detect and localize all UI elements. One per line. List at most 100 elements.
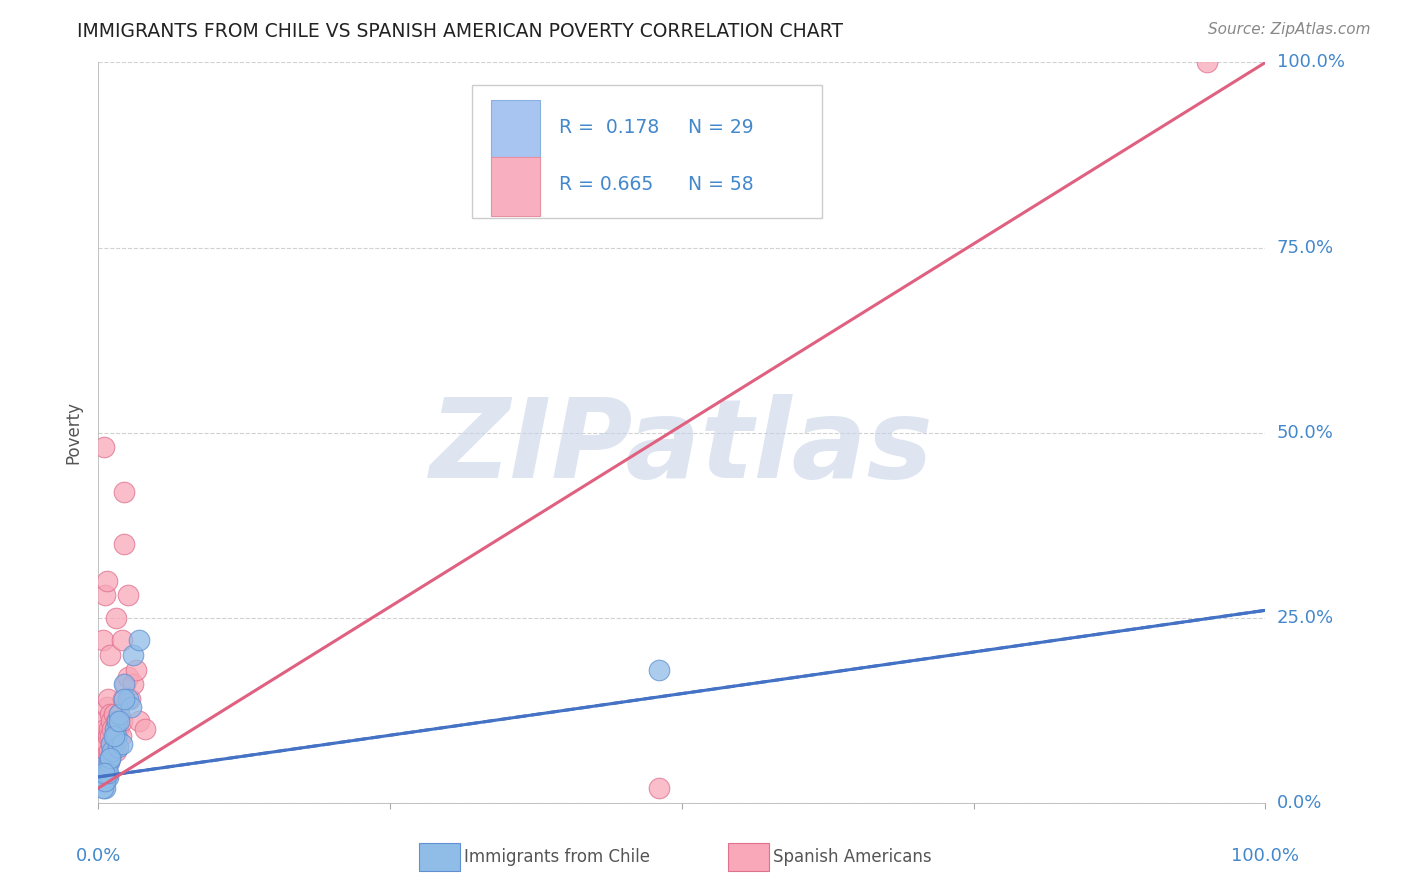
Point [111,737,134,751]
Point [125,663,148,677]
Text: 0.0%: 0.0% [76,847,121,865]
Point [90,729,112,743]
Point [104,610,127,624]
Point [97,692,120,706]
Point [112,536,135,550]
Point [98,751,121,765]
Point [94,737,117,751]
Point [134,722,156,736]
Point [105,714,128,729]
Point [122,677,145,691]
Point [97,755,120,769]
Point [111,632,134,647]
Point [128,714,150,729]
Point [1197,55,1219,70]
Point [94,751,117,765]
Text: Immigrants from Chile: Immigrants from Chile [464,848,650,866]
Point [103,729,125,743]
Point [105,729,128,743]
Point [96,766,118,780]
Text: 50.0%: 50.0% [1277,424,1333,442]
Point [114,677,136,691]
Text: 100.0%: 100.0% [1232,847,1299,865]
Point [117,692,139,706]
Point [128,632,150,647]
Point [107,722,129,736]
Text: R = 0.665: R = 0.665 [560,175,654,194]
Text: 25.0%: 25.0% [1277,608,1334,627]
Point [647,780,669,795]
Point [108,706,131,721]
Point [647,663,669,677]
Point [97,729,120,743]
Point [93,766,115,780]
Point [118,692,141,706]
Y-axis label: Poverty: Poverty [65,401,83,464]
Point [90,773,112,788]
Point [100,737,122,751]
Point [89,758,111,772]
Point [117,589,139,603]
Point [93,744,115,758]
Text: R =  0.178: R = 0.178 [560,118,659,137]
Point [104,729,127,743]
FancyBboxPatch shape [472,85,823,218]
Text: 75.0%: 75.0% [1277,238,1334,257]
Point [93,758,115,772]
Point [101,744,124,758]
Point [111,692,134,706]
Point [104,729,127,743]
Point [110,729,132,743]
Point [122,648,145,662]
Point [90,751,112,765]
Point [96,758,118,772]
Point [94,773,117,788]
Point [103,706,125,721]
Point [93,758,115,772]
Point [98,751,121,765]
Point [91,780,114,795]
Point [97,722,120,736]
Point [117,670,139,684]
Point [94,722,117,736]
Point [93,441,115,455]
Point [101,744,124,758]
Point [96,737,118,751]
Point [90,744,112,758]
Point [96,574,118,588]
Text: N = 58: N = 58 [688,175,754,194]
Point [103,737,125,751]
Point [104,714,127,729]
Point [90,766,112,780]
Point [91,632,114,647]
Point [108,714,131,729]
Text: IMMIGRANTS FROM CHILE VS SPANISH AMERICAN POVERTY CORRELATION CHART: IMMIGRANTS FROM CHILE VS SPANISH AMERICA… [77,22,844,41]
Point [100,737,122,751]
Point [101,722,124,736]
Point [120,699,142,714]
Point [112,677,135,691]
Point [97,744,120,758]
Point [94,589,117,603]
Point [104,722,127,736]
Text: Source: ZipAtlas.com: Source: ZipAtlas.com [1208,22,1371,37]
Text: 100.0%: 100.0% [1277,54,1344,71]
Point [108,706,131,721]
FancyBboxPatch shape [491,100,540,159]
Point [107,740,129,755]
Point [98,729,121,743]
Point [91,737,114,751]
Point [97,766,120,780]
Text: 0.0%: 0.0% [1277,794,1322,812]
Point [112,692,135,706]
Point [98,751,121,765]
Point [97,751,120,765]
Text: Spanish Americans: Spanish Americans [773,848,932,866]
Point [104,744,127,758]
Point [100,714,122,729]
Text: N = 29: N = 29 [688,118,754,137]
Point [94,780,117,795]
Text: ZIPatlas: ZIPatlas [430,394,934,501]
FancyBboxPatch shape [491,157,540,216]
Point [111,714,134,729]
